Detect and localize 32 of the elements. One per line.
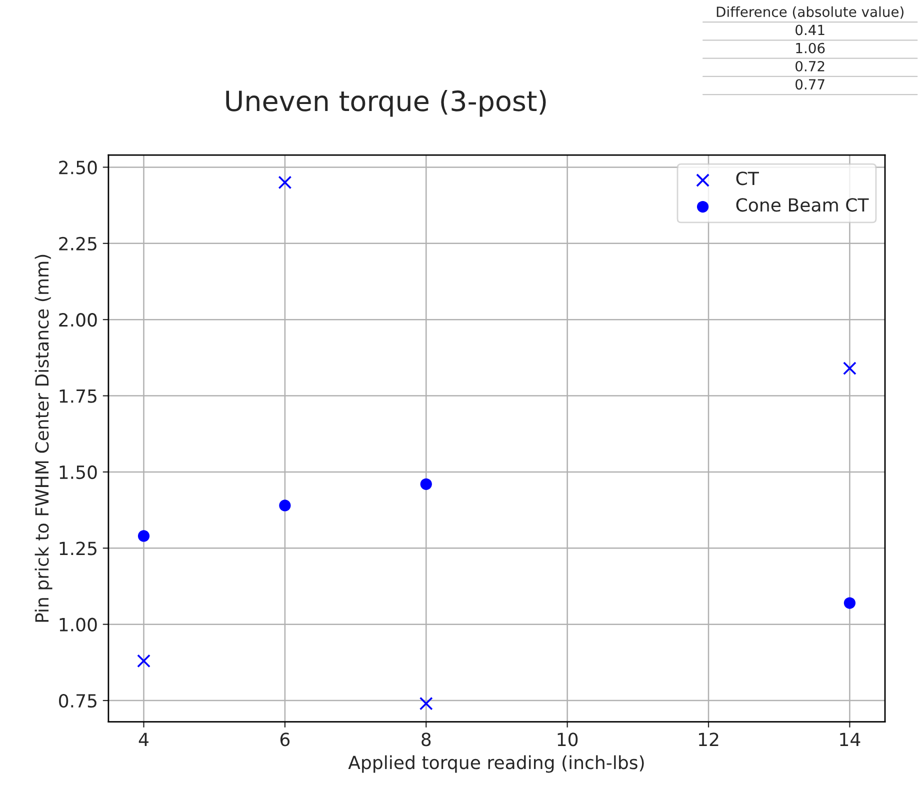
- point: [420, 478, 432, 490]
- y-axis-title: Pin prick to FWHM Center Distance (mm): [34, 254, 52, 622]
- x-tick-label: 4: [138, 732, 148, 746]
- y-tick-label: 1.50: [60, 465, 97, 480]
- y-tick-label: 1.25: [60, 542, 96, 556]
- text: 0.41: [796, 24, 824, 36]
- text: 0.72: [796, 60, 824, 72]
- x-tick-label: 14: [840, 732, 860, 746]
- legend-label: CT: [736, 172, 759, 186]
- chart-title: Uneven torque (3-post): [226, 90, 546, 117]
- x-tick-label: 6: [280, 732, 290, 746]
- legend-label: Cone Beam CT: [736, 198, 869, 212]
- text: 1.06: [796, 42, 825, 54]
- y-tick-label: 0.75: [59, 694, 96, 708]
- point: [279, 500, 291, 512]
- x-tick-label: 8: [422, 732, 431, 746]
- text: Difference (absolute value): [716, 6, 904, 19]
- y-tick-label: 2.00: [59, 313, 97, 327]
- point: [278, 176, 292, 190]
- point: [419, 696, 433, 710]
- point: [138, 530, 150, 542]
- x-tick-label: 12: [699, 732, 718, 746]
- x-axis-title: Applied torque reading (inch-lbs): [348, 755, 644, 773]
- y-tick-label: 2.25: [59, 236, 96, 251]
- point: [842, 362, 856, 376]
- text: 0.77: [796, 79, 824, 90]
- y-tick-label: 1.75: [60, 389, 96, 403]
- point: [137, 654, 150, 668]
- point: [844, 597, 856, 609]
- y-tick-label: 1.00: [60, 618, 97, 632]
- y-tick-label: 2.50: [59, 160, 97, 174]
- x-tick-label: 10: [558, 732, 578, 746]
